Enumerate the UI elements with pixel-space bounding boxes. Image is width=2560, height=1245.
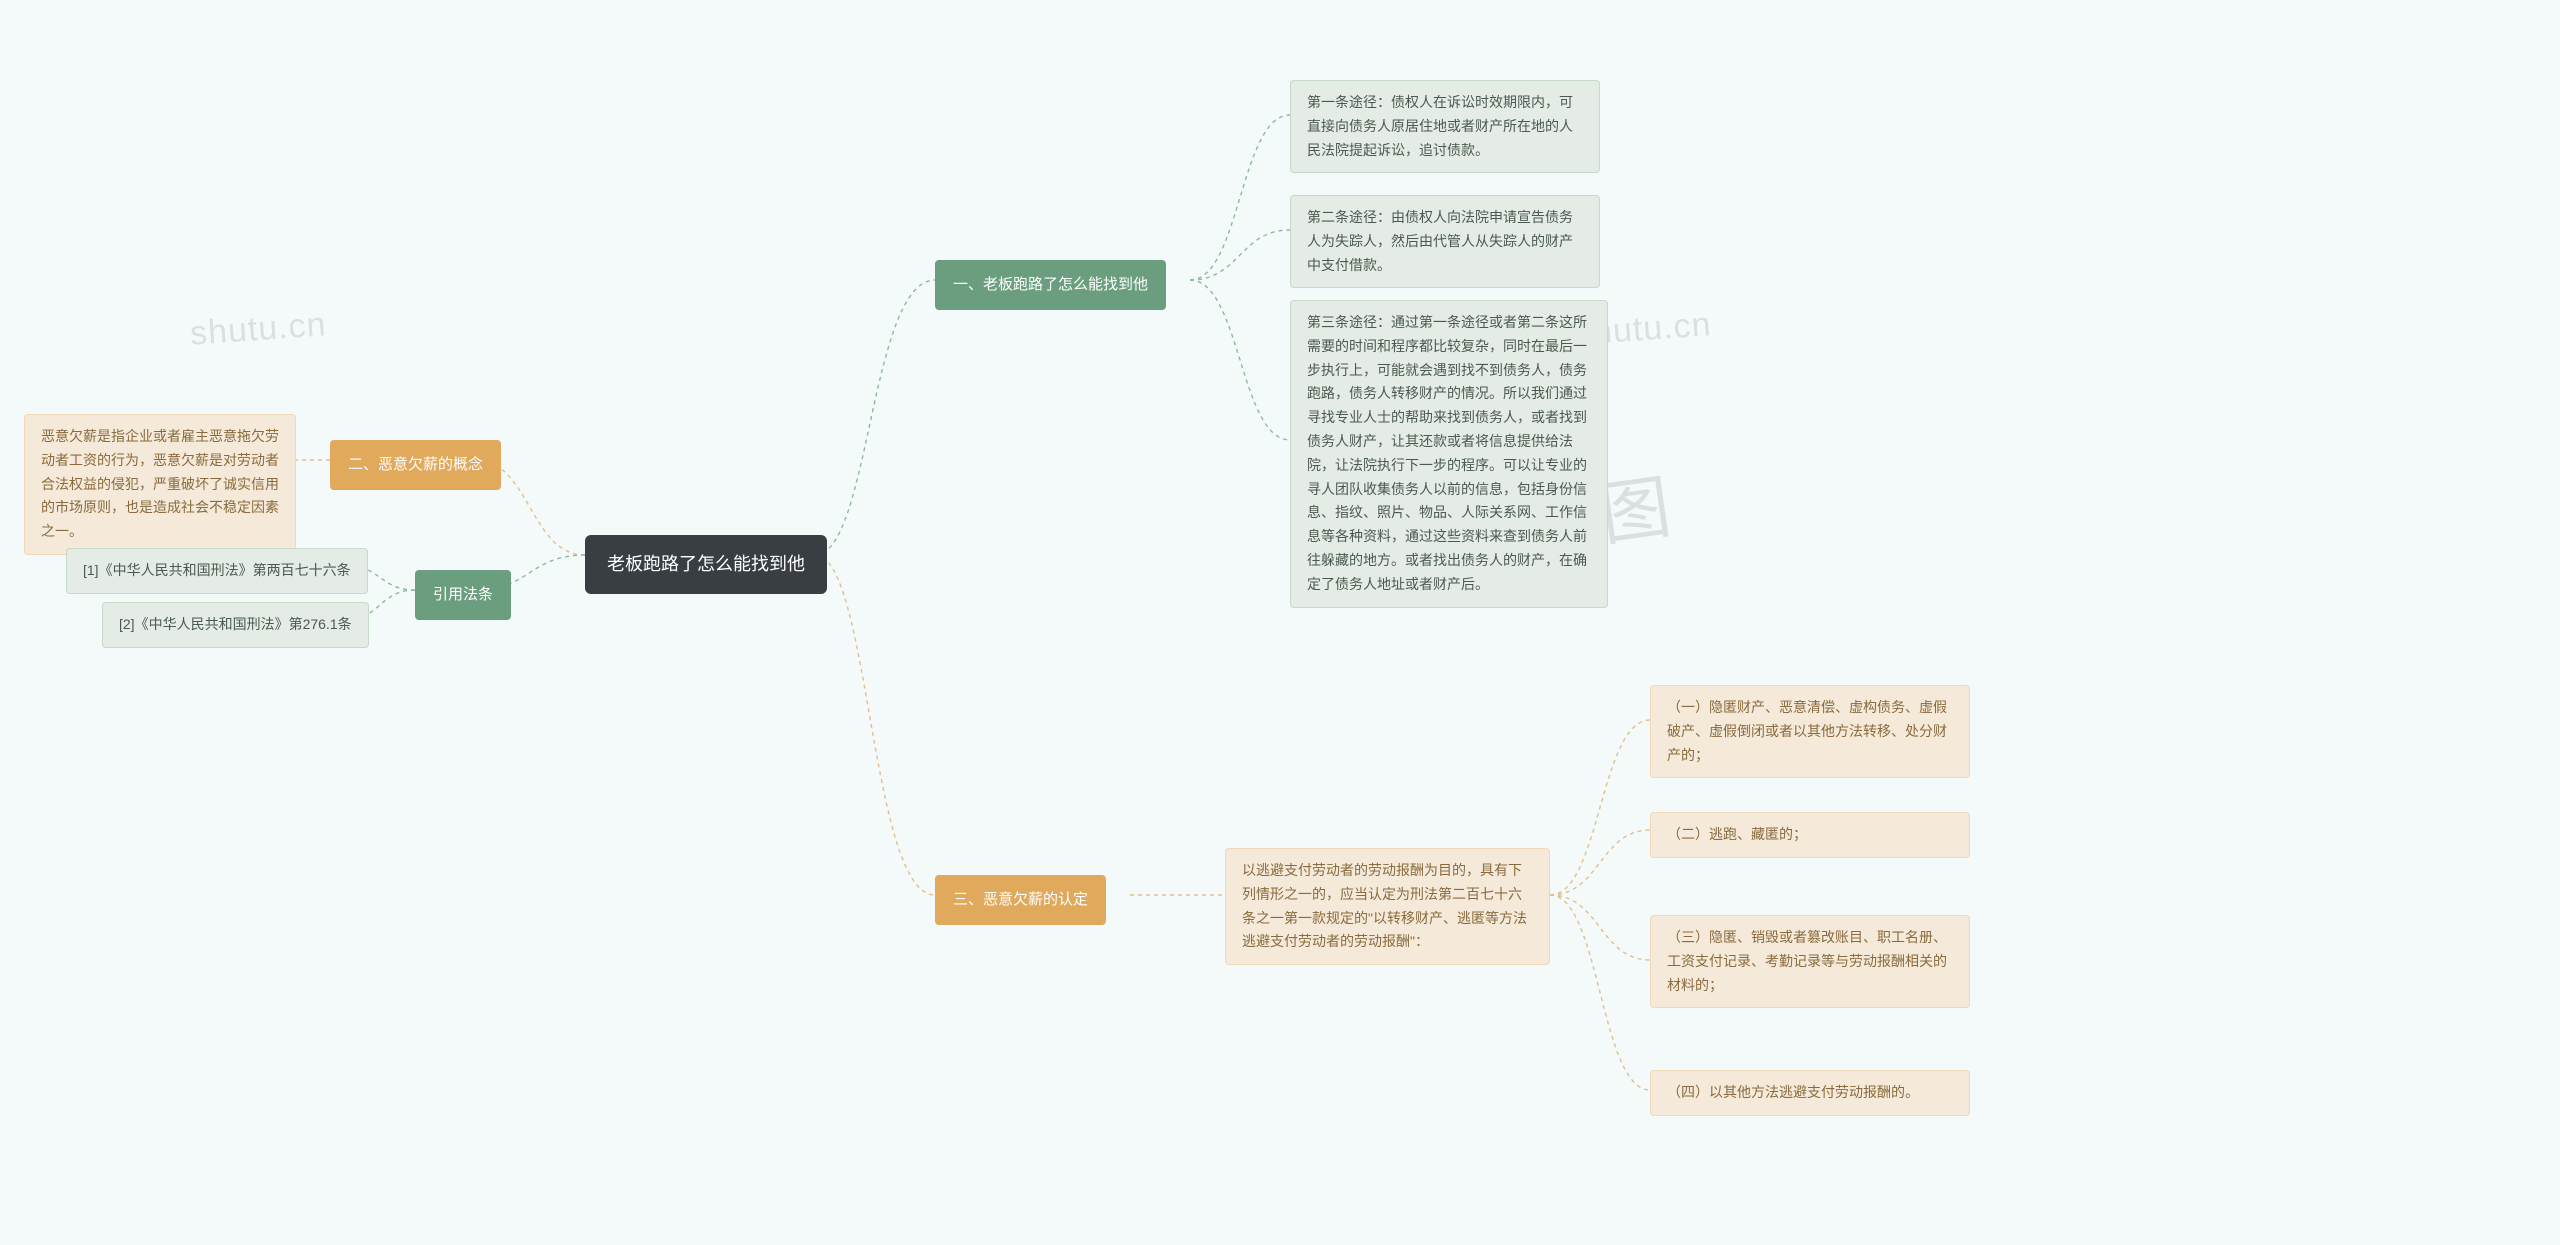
leaf-b3-2: （二）逃跑、藏匿的； (1650, 812, 1970, 858)
leaf-b2-1: 恶意欠薪是指企业或者雇主恶意拖欠劳动者工资的行为，恶意欠薪是对劳动者合法权益的侵… (24, 414, 296, 555)
leaf-b3-3: （三）隐匿、销毁或者篡改账目、职工名册、工资支付记录、考勤记录等与劳动报酬相关的… (1650, 915, 1970, 1008)
connector-lines (0, 0, 2560, 1245)
leaf-b4-2: [2]《中华人民共和国刑法》第276.1条 (102, 602, 369, 648)
leaf-b1-2: 第二条途径：由债权人向法院申请宣告债务人为失踪人，然后由代管人从失踪人的财产中支… (1290, 195, 1600, 288)
leaf-b3-4: （四）以其他方法逃避支付劳动报酬的。 (1650, 1070, 1970, 1116)
branch-4: 引用法条 (415, 570, 511, 620)
branch-1: 一、老板跑路了怎么能找到他 (935, 260, 1166, 310)
leaf-b1-1: 第一条途径：债权人在诉讼时效期限内，可直接向债务人原居住地或者财产所在地的人民法… (1290, 80, 1600, 173)
leaf-b3-mid: 以逃避支付劳动者的劳动报酬为目的，具有下列情形之一的，应当认定为刑法第二百七十六… (1225, 848, 1550, 965)
branch-3: 三、恶意欠薪的认定 (935, 875, 1106, 925)
leaf-b4-1: [1]《中华人民共和国刑法》第两百七十六条 (66, 548, 368, 594)
branch-2: 二、恶意欠薪的概念 (330, 440, 501, 490)
root-node: 老板跑路了怎么能找到他 (585, 535, 827, 594)
watermark-url-left: shutu.cn (189, 305, 328, 353)
leaf-b1-3: 第三条途径：通过第一条途径或者第二条这所需要的时间和程序都比较复杂，同时在最后一… (1290, 300, 1608, 608)
leaf-b3-1: （一）隐匿财产、恶意清偿、虚构债务、虚假破产、虚假倒闭或者以其他方法转移、处分财… (1650, 685, 1970, 778)
